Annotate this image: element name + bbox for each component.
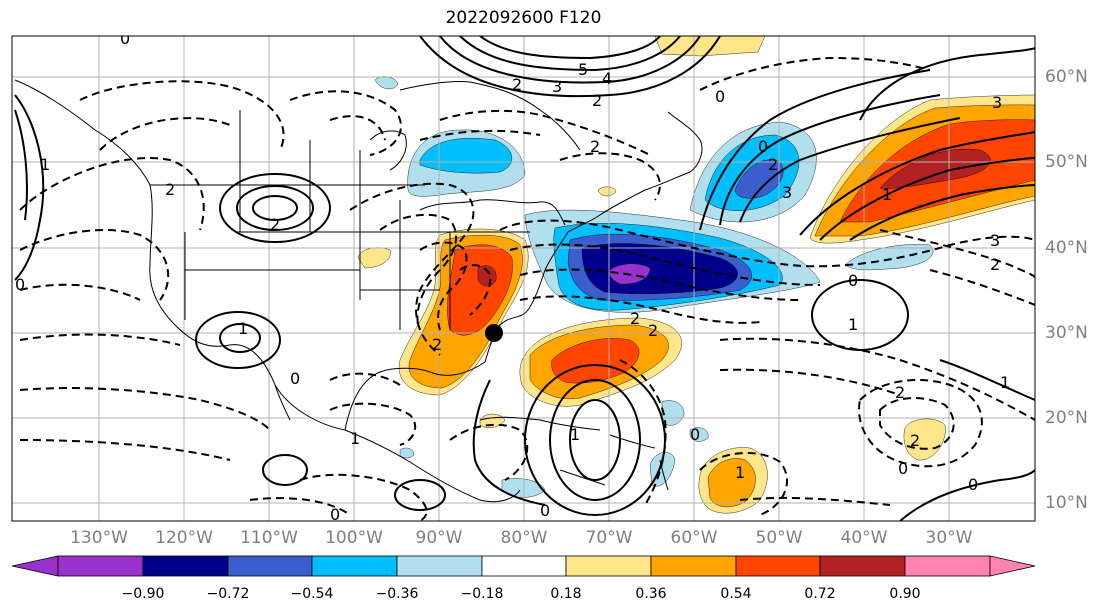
colorbar-swatch — [904, 555, 991, 577]
lon-label: 50°W — [755, 528, 803, 548]
shade-negative-nw-atlantic-3 — [734, 159, 784, 199]
shade-positive-south-atlantic-2 — [707, 458, 756, 508]
lon-label: 80°W — [500, 528, 548, 548]
contour-label: 0 — [120, 29, 130, 48]
contour-label: 2 — [910, 431, 920, 450]
contour-label: 0 — [848, 271, 858, 290]
contour-label: 0 — [690, 425, 700, 444]
shade-positive-small-east — [903, 418, 946, 461]
colorbar-swatch — [57, 555, 144, 577]
colorbar-swatch — [565, 555, 652, 577]
contour-label: 1 — [882, 185, 892, 204]
shade-positive-small-7 — [597, 186, 617, 197]
map-frame — [11, 35, 1036, 522]
lon-label: 30°W — [925, 528, 973, 548]
colorbar-tick-label: −0.36 — [375, 586, 419, 602]
lat-label: 40°N — [1045, 238, 1088, 258]
colorbar-extend-min — [11, 555, 59, 577]
colorbar-tick-label: 0.54 — [720, 586, 752, 602]
contour-label: 1 — [40, 155, 50, 174]
lon-label: 70°W — [585, 528, 633, 548]
contour-label: 1 — [570, 425, 580, 444]
shade-positive-small-plains — [357, 247, 391, 269]
contour-label: 2 — [895, 383, 905, 402]
contour-label: 0 — [540, 501, 550, 520]
colorbar-swatch — [311, 555, 398, 577]
lon-label: 40°W — [840, 528, 888, 548]
contour-label: 1 — [735, 463, 745, 482]
colorbar-swatch — [396, 555, 483, 577]
solid-contours — [14, 36, 1035, 521]
lat-label: 10°N — [1045, 493, 1088, 513]
contour-label: 2 — [512, 75, 522, 94]
lon-label: 110°W — [240, 528, 298, 548]
contour-label: 2 — [990, 255, 1000, 274]
lon-label: 100°W — [325, 528, 383, 548]
lon-label: 60°W — [670, 528, 718, 548]
contour-label: 3 — [552, 77, 562, 96]
colorbar-tick-label: −0.18 — [460, 586, 504, 602]
contour-label: 0 — [330, 505, 340, 524]
shade-positive-north — [654, 36, 766, 57]
contour-label: 2 — [165, 180, 175, 199]
graticule — [12, 36, 1035, 521]
map-title: 2022092600 F120 — [445, 8, 602, 28]
contour-label: 0 — [758, 137, 768, 156]
contour-label: 0 — [290, 369, 300, 388]
contour-label: 2 — [432, 335, 442, 354]
dashed-contours — [19, 56, 1035, 521]
contour-label: 1 — [1000, 373, 1010, 392]
contour-label: 3 — [990, 231, 1000, 250]
colorbar-swatch — [650, 555, 737, 577]
colorbar-tick-label: −0.72 — [206, 586, 250, 602]
contour-label: 2 — [630, 309, 640, 328]
contour-label: 3 — [782, 183, 792, 202]
shade-positive-southeast-us-4 — [477, 265, 497, 287]
colorbar-tick-label: −0.54 — [290, 586, 334, 602]
contour-label: 0 — [898, 459, 908, 478]
contour-label: 0 — [715, 87, 725, 106]
colorbar-extend-max — [989, 555, 1036, 577]
contour-label: 0 — [15, 275, 25, 294]
lon-label: 130°W — [70, 528, 128, 548]
storm-position-marker — [485, 324, 503, 342]
contour-label: 3 — [992, 93, 1002, 112]
contour-label: 4 — [602, 69, 612, 88]
lat-label: 30°N — [1045, 323, 1088, 343]
contour-label: 2 — [270, 215, 280, 234]
shade-negative-small-east — [844, 244, 934, 271]
colorbar-tick-label: 0.72 — [804, 586, 836, 602]
contour-label: 1 — [350, 429, 360, 448]
colorbar-tick-label: 0.90 — [889, 586, 921, 602]
colorbar-swatch — [819, 555, 906, 577]
colorbar-swatch — [142, 555, 229, 577]
shade-negative-small-4 — [689, 427, 709, 442]
lon-label: 90°W — [415, 528, 463, 548]
map-content: 0 2 3 4 5 2 0 2 2 1 0 2 1 2 3 2 0 1 1 2 … — [12, 29, 1035, 524]
lat-label: 60°N — [1045, 67, 1088, 87]
contour-label: 2 — [648, 321, 658, 340]
colorbar-swatch — [735, 555, 821, 577]
contour-labels: 0 2 3 4 5 2 0 2 2 1 0 2 1 2 3 2 0 1 1 2 … — [15, 29, 1010, 524]
contour-label: 2 — [592, 91, 602, 110]
contour-label: 1 — [848, 315, 858, 334]
contour-label: 2 — [590, 137, 600, 156]
lon-label: 120°W — [155, 528, 213, 548]
contour-label: 0 — [968, 475, 978, 494]
lat-label: 20°N — [1045, 408, 1088, 428]
shade-negative-canada-2 — [419, 138, 512, 174]
colorbar-swatch — [227, 555, 313, 577]
contour-label: 1 — [238, 319, 248, 338]
colorbar-swatch — [481, 555, 567, 577]
lat-label: 50°N — [1045, 152, 1088, 172]
colorbar-tick-label: −0.90 — [121, 586, 165, 602]
contour-label: 2 — [768, 155, 778, 174]
contour-label: 5 — [578, 60, 588, 79]
colorbar-tick-label: 0.36 — [635, 586, 667, 602]
colorbar — [11, 555, 1036, 577]
colorbar-tick-label: 0.18 — [550, 586, 582, 602]
